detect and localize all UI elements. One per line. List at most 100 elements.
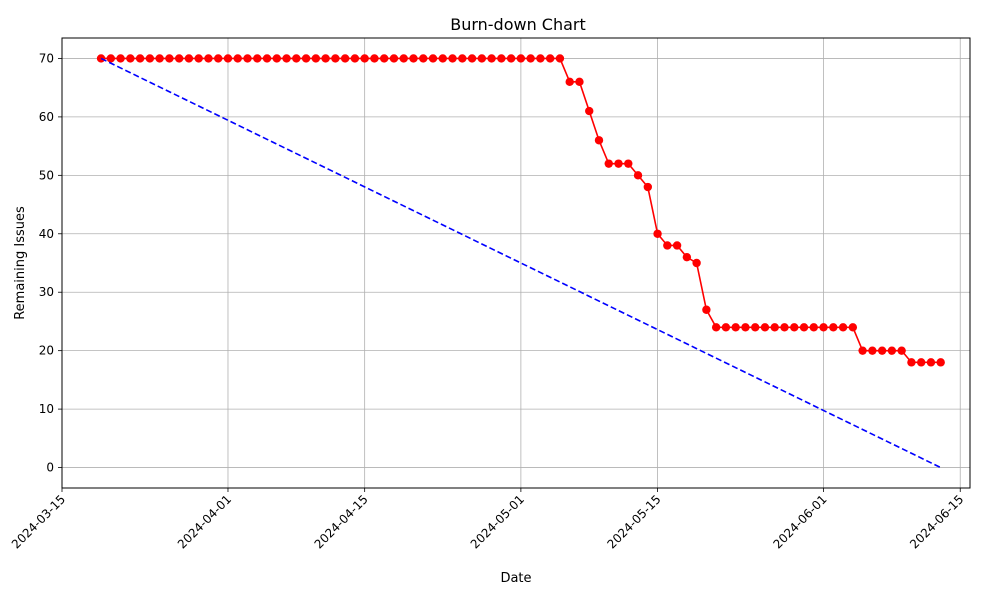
- data-point: [360, 54, 369, 63]
- data-point: [760, 323, 770, 332]
- data-point: [458, 54, 467, 63]
- data-point: [936, 358, 945, 367]
- chart-title: Burn-down Chart: [450, 15, 586, 34]
- data-point: [301, 54, 311, 63]
- x-tick-label: 2024-05-01: [468, 492, 527, 551]
- data-point: [272, 54, 281, 63]
- x-tick-label: 2024-06-15: [907, 492, 966, 551]
- data-point: [135, 54, 145, 63]
- x-tick-label: 2024-03-15: [9, 492, 68, 551]
- data-point: [643, 182, 653, 192]
- data-point: [790, 323, 799, 332]
- data-point: [731, 323, 740, 332]
- data-point: [204, 54, 213, 63]
- data-point: [799, 323, 809, 332]
- data-point: [526, 54, 535, 63]
- data-point: [926, 358, 936, 367]
- data-point: [545, 54, 555, 63]
- data-point: [487, 54, 496, 63]
- data-point: [233, 54, 242, 63]
- data-point: [340, 54, 350, 63]
- data-point: [672, 241, 682, 250]
- x-axis-label: Date: [500, 571, 531, 586]
- data-point: [555, 54, 565, 63]
- data-point: [838, 323, 848, 332]
- data-point: [594, 136, 604, 145]
- data-point: [868, 346, 877, 355]
- data-point: [419, 54, 428, 63]
- data-point: [292, 54, 301, 63]
- y-tick-label: 30: [39, 285, 54, 299]
- y-tick-label: 0: [46, 461, 54, 475]
- data-point: [184, 54, 194, 63]
- data-point: [467, 54, 477, 63]
- y-tick-label: 60: [39, 110, 54, 124]
- data-point: [370, 54, 379, 63]
- x-tick-label: 2024-06-01: [770, 492, 829, 551]
- series-layer: [96, 54, 945, 469]
- data-point: [711, 323, 721, 332]
- data-point: [536, 54, 545, 63]
- data-point: [751, 323, 760, 332]
- data-point: [223, 54, 233, 63]
- data-point: [106, 54, 116, 63]
- x-tick-label: 2024-05-15: [604, 492, 663, 551]
- data-point: [194, 54, 203, 63]
- data-point: [721, 323, 731, 332]
- y-tick-label: 10: [39, 402, 54, 416]
- data-point: [809, 323, 818, 332]
- data-point: [389, 54, 399, 63]
- data-point: [770, 323, 779, 332]
- data-point: [575, 77, 584, 87]
- ideal-burndown-line: [100, 57, 942, 469]
- y-axis-label: Remaining Issues: [13, 206, 28, 320]
- data-point: [214, 54, 223, 63]
- data-point: [438, 54, 447, 63]
- data-point: [262, 54, 272, 63]
- data-point: [897, 346, 906, 355]
- data-point: [624, 159, 633, 168]
- data-point: [331, 54, 340, 63]
- data-point: [448, 54, 457, 63]
- data-point: [516, 54, 526, 63]
- data-point: [399, 54, 408, 63]
- data-point: [350, 54, 360, 63]
- plot-frame: [61, 37, 971, 489]
- data-point: [848, 323, 858, 332]
- data-point: [497, 54, 506, 63]
- data-point: [887, 346, 897, 355]
- data-point: [321, 54, 330, 63]
- data-point: [585, 106, 594, 116]
- axes: 0 10 20 30 40 50 60 70 2024-03-15 2024-04-01 2024-…: [9, 51, 966, 551]
- data-point: [165, 54, 174, 63]
- y-tick-label: 70: [39, 51, 54, 65]
- y-tick-label: 20: [39, 344, 54, 358]
- data-point: [653, 229, 662, 238]
- data-point: [604, 159, 613, 168]
- data-point: [780, 323, 789, 332]
- data-point: [682, 252, 692, 262]
- data-point: [428, 54, 438, 63]
- data-point: [702, 305, 711, 314]
- data-point: [829, 323, 838, 332]
- data-point: [506, 54, 516, 63]
- data-point: [379, 54, 389, 63]
- data-point: [633, 171, 643, 180]
- data-point: [126, 54, 135, 63]
- data-point: [243, 54, 252, 63]
- data-point: [819, 323, 828, 332]
- data-point: [116, 54, 125, 63]
- data-point: [858, 346, 867, 355]
- grid: [61, 38, 970, 488]
- data-point: [692, 258, 701, 268]
- data-point: [907, 358, 916, 367]
- data-point: [145, 54, 155, 63]
- data-point: [311, 54, 321, 63]
- data-point: [282, 54, 291, 63]
- data-point: [155, 54, 164, 63]
- data-point: [253, 54, 262, 63]
- x-tick-label: 2024-04-15: [312, 492, 371, 551]
- y-tick-label: 40: [39, 227, 54, 241]
